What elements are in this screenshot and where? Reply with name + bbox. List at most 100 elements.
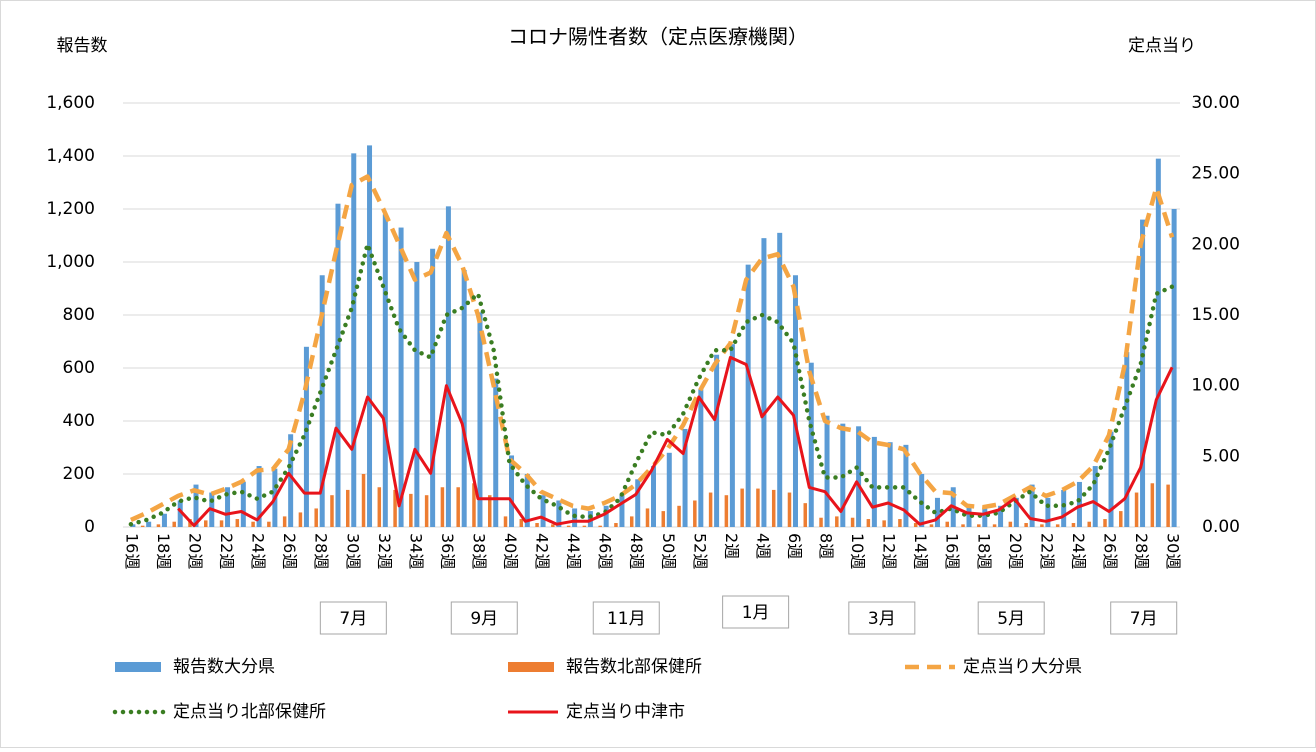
- bar: [945, 521, 949, 527]
- bar: [1150, 483, 1155, 527]
- bar: [582, 525, 587, 527]
- bar: [130, 524, 136, 527]
- bar: [1171, 209, 1177, 527]
- bar: [903, 444, 909, 527]
- bar: [792, 275, 798, 527]
- y2-tick-label: 15.00: [1191, 305, 1240, 325]
- bar: [193, 484, 199, 527]
- legend-label: 定点当り北部保健所: [173, 702, 326, 722]
- x-tick-label: 22週: [1037, 533, 1056, 569]
- y2-tick-label: 10.00: [1191, 376, 1240, 396]
- legend-label: 報告数大分県: [173, 657, 275, 677]
- bar: [409, 493, 413, 527]
- bar: [635, 479, 641, 527]
- x-tick-label: 52週: [690, 533, 709, 569]
- x-tick-label: 18週: [974, 533, 993, 569]
- bar: [330, 495, 334, 527]
- bar: [256, 466, 262, 527]
- bar: [251, 521, 255, 527]
- bar: [440, 487, 445, 527]
- y-tick-label: 800: [63, 305, 95, 325]
- bar: [808, 362, 814, 527]
- x-tick-label: 44週: [564, 533, 583, 569]
- bar: [1029, 484, 1035, 527]
- bar: [666, 452, 672, 527]
- bar: [913, 523, 918, 527]
- bar: [1103, 519, 1107, 527]
- x-tick-label: 20週: [185, 533, 204, 569]
- bar: [1166, 484, 1170, 527]
- x-tick-label: 12週: [880, 533, 899, 569]
- month-box: [319, 601, 387, 635]
- x-tick-label: 2週: [722, 533, 741, 559]
- legend-item: 定点当り北部保健所: [112, 702, 326, 722]
- month-label: 5月: [997, 609, 1025, 629]
- bar: [1108, 431, 1114, 527]
- x-tick-label: 10週: [848, 533, 867, 569]
- bar: [934, 497, 940, 527]
- bar: [1008, 521, 1013, 527]
- bar: [998, 505, 1004, 527]
- bar: [477, 312, 483, 527]
- bar: [919, 474, 925, 527]
- bar: [819, 517, 823, 527]
- x-tick-label: 32週: [375, 533, 394, 569]
- bar: [756, 488, 760, 527]
- month-box: [1110, 601, 1178, 635]
- x-tick-label: 28週: [1132, 533, 1151, 569]
- bar: [240, 481, 246, 527]
- bar: [566, 525, 571, 527]
- bar: [1134, 492, 1139, 527]
- bar: [603, 505, 609, 527]
- x-tick-label: 38週: [469, 533, 488, 569]
- month-label: 7月: [339, 609, 367, 629]
- bar: [382, 214, 388, 528]
- chart-title: コロナ陽性者数（定点医療機関）: [508, 25, 808, 49]
- bar: [298, 512, 303, 527]
- x-tick-label: 24週: [249, 533, 268, 569]
- x-tick-label: 30週: [343, 533, 362, 569]
- bar: [777, 232, 783, 527]
- x-tick-label: 16週: [122, 533, 141, 569]
- y-tick-label: 200: [63, 464, 95, 484]
- bar: [651, 466, 656, 527]
- bar: [1124, 352, 1130, 527]
- bar: [1140, 219, 1146, 527]
- bar: [1092, 466, 1098, 527]
- bar: [472, 483, 476, 527]
- bar: [377, 487, 382, 527]
- bar: [235, 519, 240, 527]
- bar: [1045, 497, 1051, 527]
- bar: [225, 487, 231, 527]
- bar: [303, 346, 309, 527]
- y2-tick-label: 20.00: [1191, 234, 1240, 254]
- legend-label: 定点当り大分県: [963, 657, 1082, 677]
- bar: [729, 344, 735, 527]
- legend-item: 定点当り大分県: [905, 657, 1082, 677]
- x-tick-label: 46週: [596, 533, 615, 569]
- bar: [461, 269, 467, 527]
- y-tick-label: 400: [63, 411, 95, 431]
- y-tick-label: 600: [63, 358, 95, 378]
- bar: [824, 415, 830, 527]
- x-tick-label: 24週: [1069, 533, 1088, 569]
- bar: [204, 520, 208, 527]
- month-label: 7月: [1130, 609, 1158, 629]
- y-axis-label: 報告数: [57, 36, 108, 56]
- y2-tick-label: 30.00: [1191, 93, 1240, 113]
- y-tick-label: 0: [84, 517, 95, 537]
- x-tick-label: 50週: [659, 533, 678, 569]
- y-tick-label: 1,000: [46, 252, 95, 272]
- x-tick-label: 30週: [1164, 533, 1183, 569]
- bar: [898, 519, 902, 527]
- bar: [961, 524, 965, 527]
- month-label: 3月: [868, 609, 896, 629]
- bar: [629, 516, 634, 527]
- bar: [1119, 511, 1123, 527]
- bar: [835, 516, 839, 527]
- bar: [1061, 489, 1067, 527]
- bar: [346, 489, 350, 527]
- bar: [1071, 523, 1076, 527]
- bar: [1087, 521, 1091, 527]
- x-tick-label: 28週: [312, 533, 331, 569]
